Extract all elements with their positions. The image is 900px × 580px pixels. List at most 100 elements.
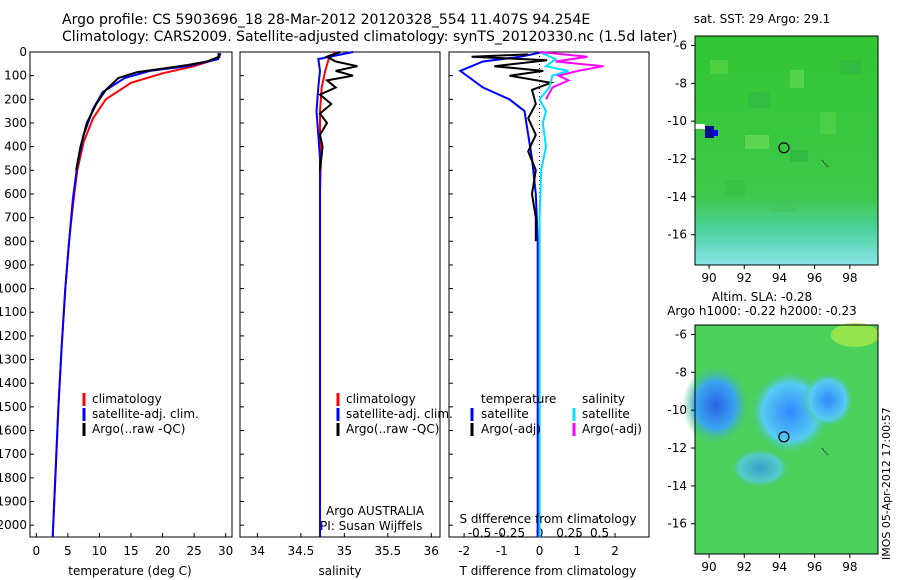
legend-label: satellite-adj. clim.	[346, 407, 453, 421]
legend-label: satellite	[582, 407, 630, 421]
legend-title-salinity: salinity	[582, 392, 625, 406]
x-tick-label: 1	[573, 544, 581, 558]
legend-label: satellite-adj. clim.	[92, 407, 199, 421]
legend-title-temperature: temperature	[481, 392, 556, 406]
series-line	[319, 51, 337, 537]
float-track	[821, 159, 830, 168]
map-x-tick-label: 90	[701, 560, 716, 574]
argo-position-marker	[778, 142, 790, 154]
sst-map-frame	[694, 35, 879, 266]
depth-axis: 0 100 200 300 400 500 600 700 800 900 1000 1100 1200…	[0, 45, 453, 532]
sla-map: 90 92 94 96 98 -6 -8 -10 -12 -14 -16	[667, 323, 879, 574]
series-line	[458, 51, 544, 537]
imos-timestamp: IMOS 05-Apr-2012 17:00:57	[880, 407, 893, 560]
figure-title-line1: Argo profile: CS 5903696_18 28-Mar-2012 …	[62, 12, 591, 28]
x-tick-label: -1	[496, 544, 508, 558]
legend-label: Argo(-adj)	[582, 422, 642, 436]
salinity-xlabel: salinity	[318, 564, 361, 578]
map-y-tick-label: -6	[675, 327, 687, 341]
salinity-x-axis: 34 34.5 35 35.5 36	[250, 533, 439, 558]
map-y-tick-label: -12	[667, 441, 687, 455]
sla-map-title1: Altim. SLA: -0.28	[712, 290, 812, 304]
sla-axes: 90 92 94 96 98 -6 -8 -10 -12 -14 -16	[667, 327, 857, 574]
map-y-tick-label: -16	[667, 228, 687, 242]
depth-tick-label: 1400	[0, 376, 27, 390]
salinity-series	[315, 51, 358, 537]
sla-low-south	[730, 448, 790, 488]
x-tick-label: 34	[250, 544, 265, 558]
series-line	[471, 53, 555, 242]
sla-map-frame	[694, 324, 879, 555]
map-x-tick-label: 90	[701, 271, 716, 285]
temperature-xlabel: temperature (deg C)	[68, 564, 191, 578]
map-y-tick-label: -14	[667, 479, 687, 493]
s-tick-label: -0.25	[494, 526, 525, 540]
map-x-tick-label: 92	[737, 271, 752, 285]
temperature-x-axis: 0 5 10 15 20 25 30	[32, 533, 233, 558]
s-tick-label: 0.5	[590, 526, 609, 540]
legend-label: climatology	[346, 392, 416, 406]
depth-tick-label: 700	[4, 211, 27, 225]
series-line	[75, 52, 221, 171]
depth-tick-label: 100	[4, 69, 27, 83]
sst-map-title: sat. SST: 29 Argo: 29.1	[694, 12, 831, 26]
depth-tick-label: 1200	[0, 329, 27, 343]
x-tick-label: 36	[424, 544, 439, 558]
figure-title-line2: Climatology: CARS2009. Satellite-adjuste…	[62, 29, 678, 45]
map-y-tick-label: -6	[675, 38, 687, 52]
depth-tick-label: 800	[4, 234, 27, 248]
map-x-tick-label: 96	[807, 560, 822, 574]
depth-tick-label: 0	[19, 45, 27, 59]
map-y-tick-label: -12	[667, 152, 687, 166]
depth-tick-label: 600	[4, 187, 27, 201]
x-tick-label: 2	[611, 544, 619, 558]
sst-cold-pixel	[705, 126, 714, 138]
depth-tick-label: 1900	[0, 495, 27, 509]
map-y-tick-label: -16	[667, 517, 687, 531]
x-tick-label: 34.5	[288, 544, 315, 558]
x-tick-label: 0	[32, 544, 40, 558]
x-tick-label: -2	[458, 544, 470, 558]
depth-tick-label: 900	[4, 258, 27, 272]
depth-tick-label: 400	[4, 140, 27, 154]
temperature-legend: climatology satellite-adj. clim. Argo(..…	[82, 392, 199, 436]
series-line	[539, 51, 604, 100]
series-line	[318, 51, 358, 171]
series-line	[315, 51, 354, 537]
sst-field	[695, 36, 878, 265]
map-y-tick-label: -10	[667, 403, 687, 417]
depth-tick-label: 500	[4, 163, 27, 177]
legend-label: Argo(..raw -QC)	[346, 422, 439, 436]
legend-label: satellite	[481, 407, 529, 421]
depth-tick-label: 1500	[0, 400, 27, 414]
argo-program-label: Argo AUSTRALIA	[326, 504, 425, 518]
sla-high-ne	[831, 323, 879, 347]
depth-tick-label: 1600	[0, 424, 27, 438]
depth-tick-label: 1300	[0, 353, 27, 367]
sst-axes: 90 92 94 96 98 -6 -8 -10 -12 -14 -16	[667, 38, 857, 285]
x-tick-label: 35	[337, 544, 352, 558]
depth-tick-label: 1800	[0, 471, 27, 485]
s-tick-label: 0.25	[556, 526, 583, 540]
x-tick-label: 10	[92, 544, 107, 558]
map-y-tick-label: -8	[675, 365, 687, 379]
x-tick-label: 20	[155, 544, 170, 558]
salinity-panel-frame	[239, 51, 441, 538]
difference-panel-frame	[448, 51, 650, 538]
sla-low-west	[682, 365, 750, 445]
series-line	[51, 53, 221, 538]
legend-label: Argo(..raw -QC)	[92, 422, 185, 436]
x-tick-label: 0	[536, 544, 544, 558]
legend-label: Argo(-adj)	[481, 422, 541, 436]
x-tick-label: 25	[186, 544, 201, 558]
s-tick-label: -0.5	[468, 526, 491, 540]
map-y-tick-label: -14	[667, 190, 687, 204]
temperature-panel-frame	[29, 51, 233, 538]
difference-legend: temperature satellite Argo(-adj) salinit…	[470, 392, 642, 436]
map-x-tick-label: 96	[807, 271, 822, 285]
salinity-legend: climatology satellite-adj. clim. Argo(..…	[336, 392, 453, 436]
sst-cold-pixel-edge	[713, 130, 718, 136]
sst-texture	[710, 60, 862, 212]
